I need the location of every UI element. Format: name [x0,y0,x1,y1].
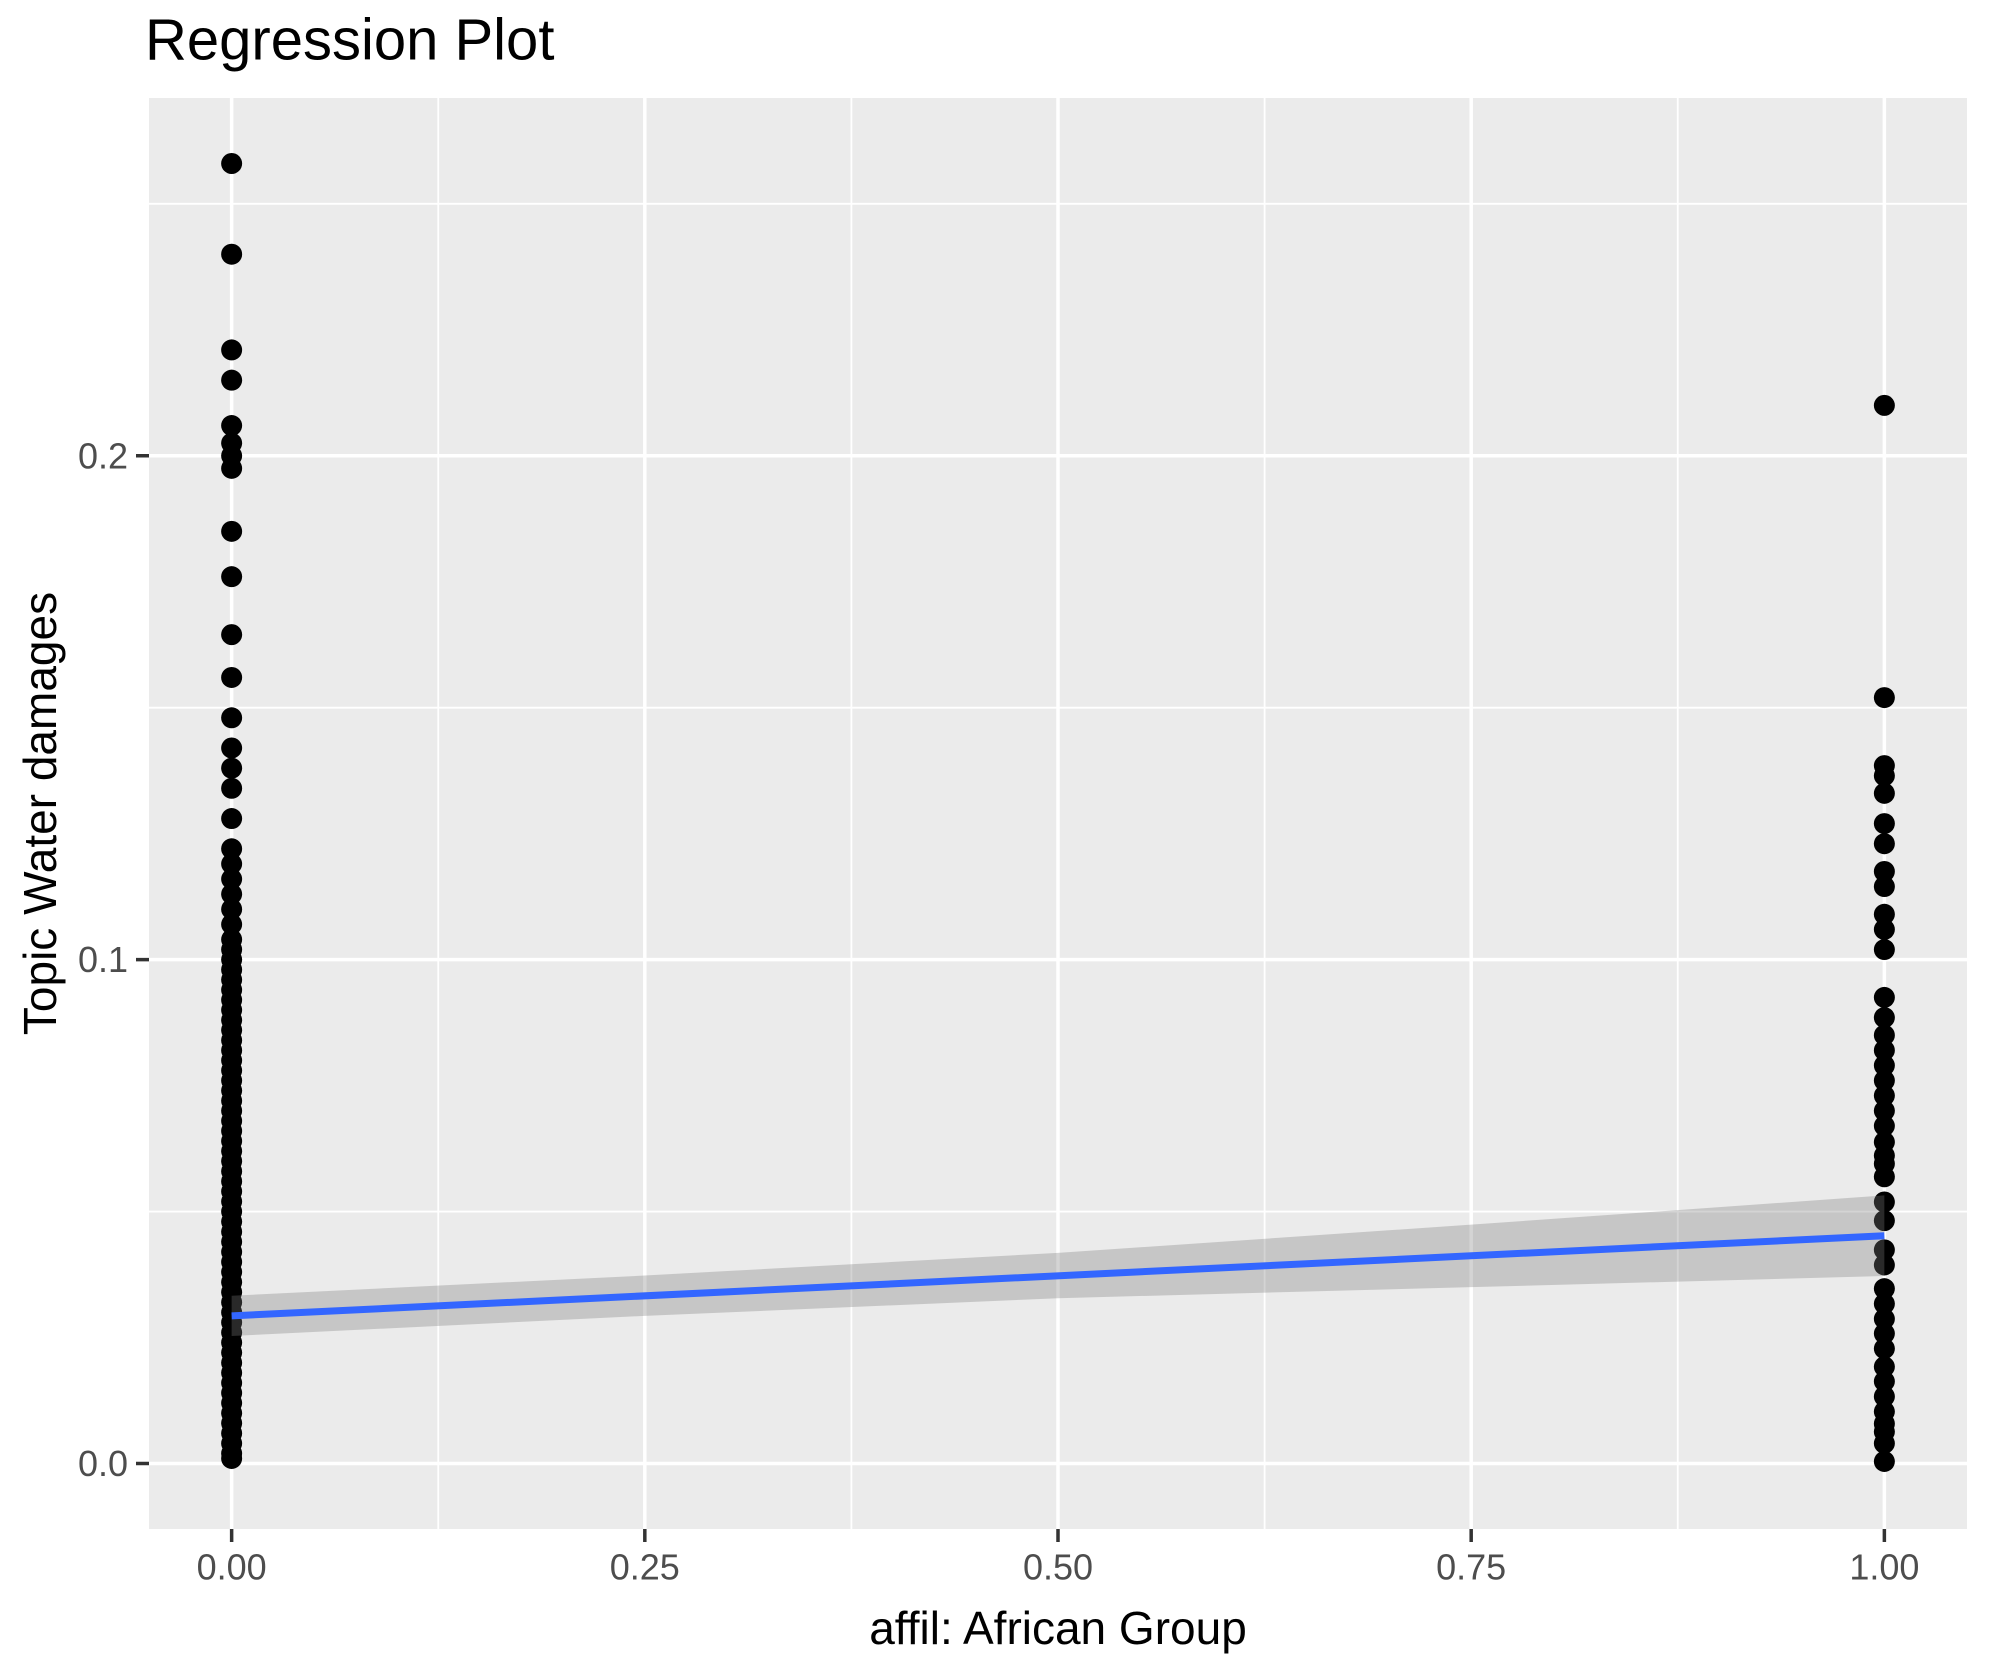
x-axis-tick-labels: 0.00 0.25 0.50 0.75 1.00 [197,1547,1920,1588]
data-point [1873,1450,1895,1472]
y-axis-tick-marks [136,454,149,1466]
data-point [1873,1293,1895,1315]
data-point [1873,876,1895,898]
x-tick-label: 0.25 [610,1547,680,1588]
data-point [221,339,243,361]
data-point [1873,1370,1895,1392]
data-point [221,853,243,875]
grid-major-lines [149,98,1967,1529]
x-axis-tick-marks [229,1529,1887,1542]
data-point [221,757,243,779]
data-point [1873,687,1895,709]
data-point [1873,782,1895,804]
data-point [1873,1356,1895,1378]
data-point [1873,939,1895,961]
data-point [1873,1278,1895,1300]
data-point [221,624,243,646]
data-point [1873,1322,1895,1344]
x-tick-label: 0.50 [1023,1547,1093,1588]
y-axis-title: Topic Water damages [14,592,66,1035]
data-point [1873,833,1895,855]
data-point [221,737,243,759]
x-tick-label: 0.00 [197,1547,267,1588]
data-point [1873,1191,1895,1213]
data-point [1873,918,1895,940]
data-point [1873,1100,1895,1122]
scatter-column-x1 [1873,394,1895,1472]
data-point [221,457,243,479]
data-point [221,566,243,588]
confidence-band [231,1195,1885,1337]
data-point [221,153,243,175]
data-point [221,415,243,437]
data-point [1873,394,1895,416]
data-point [1873,1239,1895,1261]
data-point [1873,1432,1895,1454]
data-point [221,777,243,799]
data-point [1873,1166,1895,1188]
regression-line [231,1232,1885,1320]
data-point [221,369,243,391]
plot-title: Regression Plot [145,8,554,73]
data-point [1873,860,1895,882]
data-point [1873,1007,1895,1029]
data-point [221,707,243,729]
data-point [221,898,243,920]
data-point [221,913,243,935]
data-point [221,868,243,890]
data-point [221,838,243,860]
data-point [221,883,243,905]
data-point [1873,1054,1895,1076]
y-tick-label: 0.0 [78,1443,128,1484]
data-point [1873,1024,1895,1046]
x-tick-label: 1.00 [1849,1547,1919,1588]
y-axis-tick-labels: 0.0 0.1 0.2 [78,435,128,1484]
data-point [221,243,243,265]
data-point [1873,1210,1895,1232]
x-axis-title: affil: African Group [869,1602,1247,1654]
data-point [221,1447,243,1469]
data-point [1873,986,1895,1008]
data-point [221,808,243,830]
data-point [1873,1385,1895,1407]
y-tick-label: 0.2 [78,435,128,476]
data-point [1873,1070,1895,1092]
data-point [221,666,243,688]
y-tick-label: 0.1 [78,939,128,980]
data-point [1873,813,1895,835]
data-point [1873,1085,1895,1107]
data-point [1873,765,1895,787]
data-point [221,520,243,542]
x-tick-label: 0.75 [1436,1547,1506,1588]
data-point [1873,1338,1895,1360]
data-point [1873,1254,1895,1276]
data-point [1873,1039,1895,1061]
data-point [1873,1308,1895,1330]
data-point [1873,903,1895,925]
data-point [1873,1115,1895,1137]
